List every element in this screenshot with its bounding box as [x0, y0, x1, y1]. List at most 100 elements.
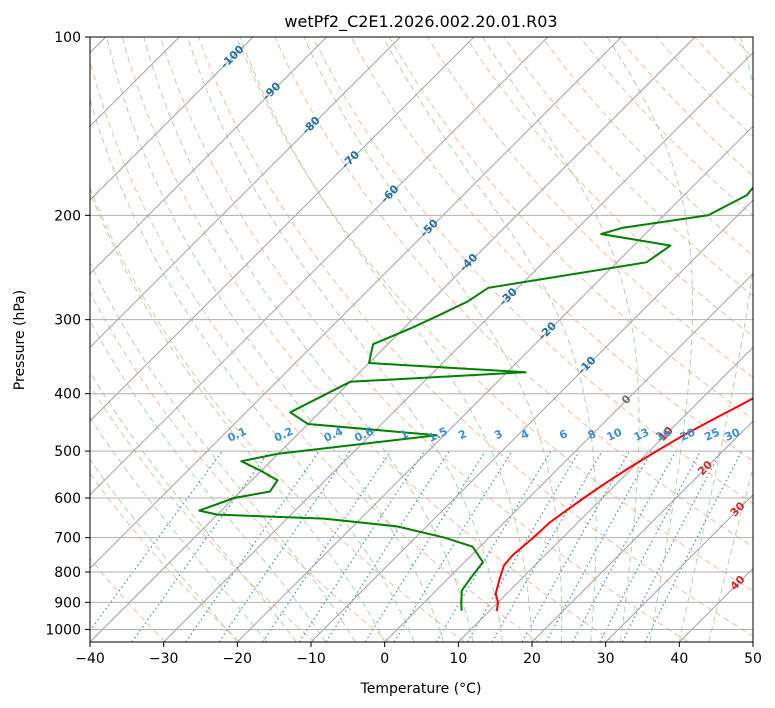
isotherm-label: -20 [536, 319, 559, 342]
dry-adiabat [90, 59, 540, 642]
mixing-ratio-label: 1.5 [426, 425, 449, 445]
moist-adiabat [90, 320, 327, 642]
dry-adiabat [274, 37, 753, 548]
pressure-grid [90, 36, 753, 630]
mixing-ratio-label: 16 [654, 425, 674, 443]
y-axis-title: Pressure (hPa) [12, 290, 28, 390]
mixing-ratio-label: 25 [702, 426, 721, 444]
moist-adiabat [482, 37, 640, 642]
moist-adiabat [187, 37, 503, 642]
isotherm-line [678, 567, 753, 642]
y-tick-label: 1000 [45, 622, 81, 638]
isotherm-line [531, 420, 753, 642]
mixing-ratio-label: 4 [519, 427, 532, 442]
mixing-ratio-line [393, 450, 513, 642]
moist-adiabat [382, 37, 597, 642]
moist-adiabat [90, 370, 297, 642]
moist-adiabat [90, 416, 268, 642]
dry-adiabat [388, 37, 753, 420]
moist-adiabat [90, 261, 356, 642]
isotherm-line [752, 641, 753, 642]
dry-adiabat [465, 37, 753, 338]
mixing-ratio-label: 20 [678, 425, 698, 443]
background-lines [90, 37, 775, 642]
isotherm-line [90, 37, 549, 496]
y-tick-label: 700 [54, 531, 81, 547]
isotherm-line [163, 51, 753, 642]
moist-adiabat [708, 465, 753, 642]
mixing-ratio-line [262, 450, 392, 642]
dry-adiabat [90, 384, 316, 642]
mixing-ratio-line [644, 450, 743, 642]
x-tick-label: 20 [523, 651, 541, 667]
mixing-ratio-label: 30 [723, 425, 743, 443]
isotherm-line [90, 37, 254, 201]
dry-adiabat [694, 37, 753, 98]
mixing-ratio-label: 10 [605, 425, 625, 443]
mixing-ratio-line [466, 450, 580, 642]
moist-adiabat [106, 37, 445, 642]
isotherm-line [90, 37, 328, 275]
isotherm-line [90, 37, 696, 642]
y-tick-label: 800 [54, 565, 81, 581]
profile-lines [198, 186, 753, 611]
chart-title: wetPf2_C2E1.2026.002.20.01.R03 [284, 12, 557, 32]
mixing-ratio-line [325, 450, 450, 642]
y-tick-label: 600 [54, 491, 81, 507]
isotherm-line [605, 493, 753, 642]
dry-adiabat [732, 37, 753, 59]
dry-adiabat [771, 37, 775, 642]
mixing-ratio-line [185, 450, 320, 642]
x-axis-title: Temperature (°C) [360, 681, 482, 697]
y-axis: 1000 900 800 700 600 500 400 300 200 100 [45, 30, 90, 638]
isotherm-line [90, 37, 622, 570]
isotherm-label: -50 [418, 216, 441, 239]
dry-adiabat [350, 37, 753, 462]
x-tick-label: 50 [744, 651, 762, 667]
isotherm-line [236, 125, 753, 642]
isotherm-line [90, 37, 401, 349]
mixing-ratio-line [599, 450, 702, 642]
x-axis: −40 −30 −20 −10 0 10 20 30 40 50 [75, 642, 762, 667]
y-tick-label: 400 [54, 387, 81, 403]
moist-adiabat [678, 37, 753, 642]
mixing-ratio-label: 8 [586, 427, 598, 442]
x-tick-label: −20 [223, 651, 253, 667]
y-tick-label: 100 [54, 30, 81, 46]
moist-adiabat [606, 37, 694, 642]
plot-frame [89, 36, 754, 643]
dry-adiabat [90, 472, 241, 642]
dry-adiabat [159, 37, 689, 642]
isotherm-line [384, 272, 753, 642]
dry-adiabat [90, 291, 390, 642]
temperature-profile [494, 397, 753, 611]
dry-adiabat [426, 37, 753, 378]
isotherm-label: 40 [728, 573, 748, 593]
x-tick-label: 40 [670, 651, 688, 667]
y-tick-label: 900 [54, 595, 81, 611]
dewpoint-profile [198, 186, 753, 611]
dry-adiabat [236, 37, 753, 592]
mixing-ratio-label: 3 [492, 427, 504, 442]
y-tick-label: 200 [54, 208, 81, 224]
x-tick-label: −40 [75, 651, 105, 667]
dry-adiabat [503, 37, 753, 297]
mixing-ratio-line [364, 450, 486, 642]
moist-adiabat [90, 190, 386, 642]
mixing-ratio-line [521, 450, 631, 642]
mixing-ratio-line [572, 450, 677, 642]
isotherm-line [457, 346, 753, 642]
dry-adiabat [656, 37, 753, 138]
x-tick-label: 10 [449, 651, 467, 667]
mixing-ratio-label: 2 [456, 427, 468, 442]
mixing-ratio-line [131, 450, 270, 642]
mixing-ratio-line [218, 450, 351, 642]
isotherm-line [90, 37, 475, 422]
mixing-ratio-line [298, 450, 425, 642]
moist-adiabat [90, 458, 238, 642]
mixing-ratio-label: 0.2 [272, 425, 295, 445]
moist-adiabat [303, 37, 563, 642]
x-tick-label: −30 [149, 651, 179, 667]
moist-adiabat [90, 97, 415, 642]
